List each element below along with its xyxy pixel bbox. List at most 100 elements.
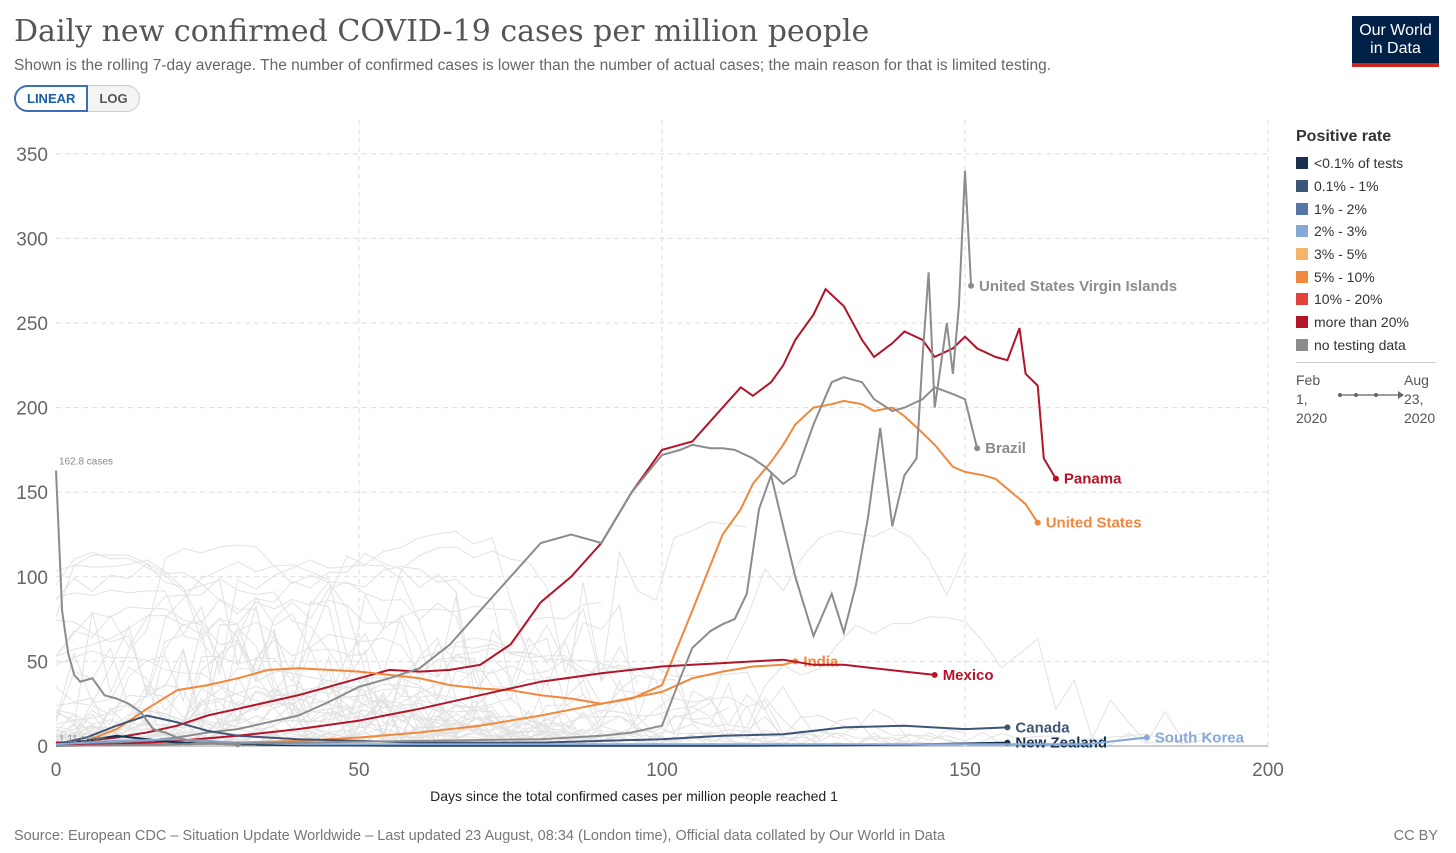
source-note: Source: European CDC – Situation Update … <box>14 828 945 844</box>
series-label: Canada <box>1015 719 1070 736</box>
timeline[interactable]: Feb 1, 2020 Aug 23, 2020 <box>1296 371 1446 431</box>
timeline-start: Feb 1, 2020 <box>1296 371 1327 428</box>
series-end-marker <box>968 282 975 289</box>
series-end-marker <box>931 671 938 678</box>
series-label: India <box>803 653 839 670</box>
annotation-label: 162.8 cases <box>59 457 113 468</box>
legend-item[interactable]: 1% - 2% <box>1296 197 1446 220</box>
background-country-line <box>55 561 457 720</box>
background-country-line <box>55 552 675 731</box>
license-link[interactable]: CC BY <box>1393 828 1438 844</box>
series-label: New Zealand <box>1015 735 1107 752</box>
timeline-start-day: 1, <box>1296 391 1308 408</box>
legend-item[interactable]: <0.1% of tests <box>1296 152 1446 175</box>
legend-swatch <box>1296 270 1308 283</box>
series-line <box>55 399 1039 746</box>
legend-swatch <box>1296 157 1308 170</box>
y-tick-label: 300 <box>16 229 48 250</box>
x-tick-label: 200 <box>1252 760 1284 781</box>
legend-swatch <box>1296 180 1308 193</box>
background-country-line <box>55 703 493 747</box>
background-country-line <box>55 683 548 744</box>
series-label: United States Virgin Islands <box>979 278 1177 295</box>
legend-label: <0.1% of tests <box>1314 155 1404 172</box>
y-tick-label: 250 <box>16 314 48 335</box>
line-chart[interactable]: 0 50 100 150 200 250 300 350 0 50 100 150 200 Panama U… <box>0 110 1290 790</box>
linear-scale-button[interactable]: LINEAR <box>14 85 89 112</box>
timeline-end-month: Aug <box>1404 372 1429 389</box>
logo-bar <box>1352 63 1439 67</box>
series-line <box>55 658 935 747</box>
logo-line-2: in Data <box>1370 40 1421 57</box>
legend-items: <0.1% of tests 0.1% - 1% 1% - 2% 2% - 3% 3% … <box>1296 152 1446 356</box>
owid-logo[interactable]: Our World in Data <box>1352 16 1439 67</box>
legend-label: 5% - 10% <box>1314 268 1375 285</box>
timeline-slider[interactable] <box>1336 385 1406 405</box>
legend-swatch <box>1296 338 1308 351</box>
scale-toggle: LINEAR LOG <box>14 85 140 112</box>
background-country-line <box>55 562 511 738</box>
series-end-marker <box>974 445 981 452</box>
legend: Positive rate <0.1% of tests 0.1% - 1% 1% … <box>1296 128 1446 431</box>
y-tick-label: 0 <box>37 737 48 758</box>
legend-label: 2% - 3% <box>1314 223 1367 240</box>
series-end-marker <box>1034 519 1041 526</box>
legend-item[interactable]: 0.1% - 1% <box>1296 175 1446 198</box>
series-line <box>55 170 973 747</box>
series-line <box>55 736 1147 746</box>
series-label: Mexico <box>943 667 994 684</box>
timeline-start-year: 2020 <box>1296 410 1328 427</box>
timeline-end: Aug 23, 2020 <box>1404 371 1435 428</box>
y-tick-label: 50 <box>27 652 48 673</box>
series-line <box>55 714 1008 746</box>
y-tick-label: 350 <box>16 145 48 166</box>
legend-item[interactable]: 3% - 5% <box>1296 243 1446 266</box>
series-end-marker <box>1004 724 1011 731</box>
y-tick-label: 200 <box>16 399 48 420</box>
series-end-marker <box>1052 475 1059 482</box>
x-tick-label: 0 <box>51 760 62 781</box>
legend-swatch <box>1296 316 1308 329</box>
x-axis-label: Days since the total confirmed cases per… <box>430 788 838 804</box>
background-country-line <box>55 527 966 746</box>
log-scale-button[interactable]: LOG <box>88 85 140 112</box>
legend-label: no testing data <box>1314 336 1406 353</box>
legend-label: 1% - 2% <box>1314 200 1367 217</box>
legend-label: 10% - 20% <box>1314 291 1383 308</box>
legend-item[interactable]: 10% - 20% <box>1296 288 1446 311</box>
chart-title: Daily new confirmed COVID-19 cases per m… <box>14 14 870 49</box>
legend-item[interactable]: no testing data <box>1296 334 1446 357</box>
timeline-end-day: 23, <box>1404 391 1424 408</box>
legend-swatch <box>1296 248 1308 261</box>
timeline-end-year: 2020 <box>1404 410 1436 427</box>
legend-item[interactable]: 5% - 10% <box>1296 265 1446 288</box>
legend-swatch <box>1296 225 1308 238</box>
background-country-line <box>55 694 566 734</box>
series-label: South Korea <box>1155 730 1245 747</box>
logo-line-1: Our World <box>1359 22 1432 39</box>
x-tick-label: 50 <box>348 760 369 781</box>
background-country-line <box>55 605 602 745</box>
x-tick-label: 100 <box>646 760 678 781</box>
series-label: United States <box>1046 515 1142 532</box>
legend-label: more than 20% <box>1314 314 1409 331</box>
series-line <box>55 470 238 746</box>
series-end-marker <box>234 741 241 748</box>
legend-label: 0.1% - 1% <box>1314 178 1379 195</box>
chart-subtitle: Shown is the rolling 7-day average. The … <box>14 57 1052 74</box>
series-line <box>55 287 1057 744</box>
background-country-line <box>55 598 711 744</box>
legend-title: Positive rate <box>1296 128 1392 145</box>
legend-swatch <box>1296 202 1308 215</box>
y-tick-label: 100 <box>16 568 48 589</box>
legend-item[interactable]: more than 20% <box>1296 311 1446 334</box>
legend-divider <box>1296 362 1436 364</box>
y-tick-label: 150 <box>16 483 48 504</box>
series-label: Brazil <box>985 440 1026 457</box>
legend-item[interactable]: 2% - 3% <box>1296 220 1446 243</box>
background-country-line <box>55 659 784 744</box>
background-country-line <box>55 684 475 745</box>
legend-swatch <box>1296 293 1308 306</box>
timeline-start-month: Feb <box>1296 372 1321 389</box>
background-country-line <box>55 565 1220 747</box>
